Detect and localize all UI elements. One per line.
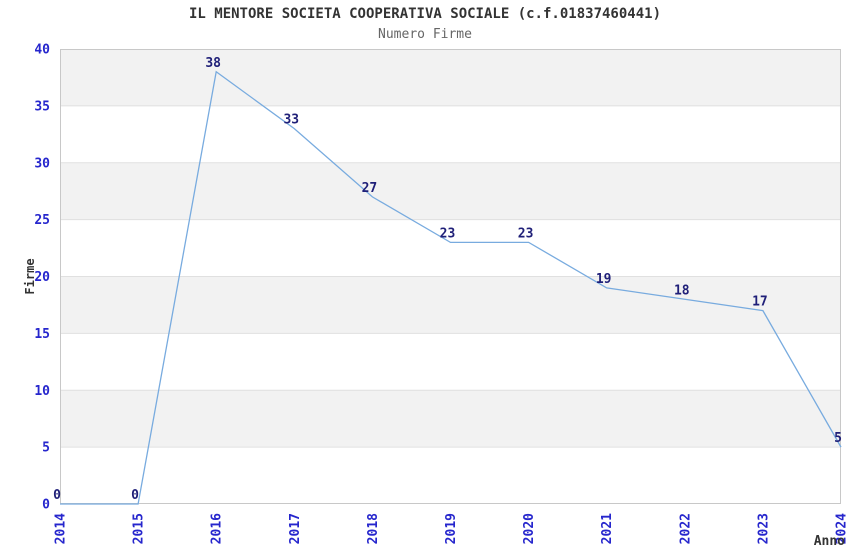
series-group: 0 0 38 33 27 23 23 19 18 17 5 [53,56,842,505]
x-tick-label: 2023 [756,513,771,544]
x-tick-label: 2022 [678,513,693,544]
data-point-label: 38 [205,56,221,71]
y-tick-label: 35 [34,99,50,114]
data-point-label: 5 [834,431,842,446]
x-axis-title: Anno [814,534,845,549]
data-point-label: 17 [752,295,768,310]
data-point-label: 27 [362,181,378,196]
x-tick-label: 2021 [600,513,615,544]
y-tick-label: 15 [34,327,50,342]
x-tick-label: 2017 [288,513,303,544]
x-tick-label: 2019 [444,513,459,544]
y-tick-label: 25 [34,213,50,228]
data-point-label: 0 [53,488,61,503]
data-point-label: 0 [131,488,139,503]
data-point-label: 33 [283,113,299,128]
x-tick-label: 2024 [835,513,850,544]
data-point-label: 23 [440,226,456,241]
grid-band [60,49,841,106]
data-point-label: 19 [596,272,612,287]
y-tick-label: 30 [34,156,50,171]
x-tick-label: 2020 [522,513,537,544]
grid-band [60,390,841,448]
y-tick-label: 20 [34,270,50,285]
series-line [60,70,842,505]
x-tick-label: 2015 [132,513,147,544]
grid-band [60,162,841,220]
x-tick-label: 2018 [366,513,381,544]
x-tick-label: 2016 [210,513,225,544]
grid-band [60,276,841,334]
y-tick-label: 10 [34,384,50,399]
data-point-label: 23 [518,226,534,241]
data-point-label: 18 [674,283,690,298]
y-axis-title: Firme [23,258,37,294]
x-tick-label: 2014 [54,513,69,544]
chart-title: IL MENTORE SOCIETA COOPERATIVA SOCIALE (… [188,6,661,22]
chart-subtitle: Numero Firme [378,27,472,42]
y-tick-label: 5 [42,441,50,456]
y-tick-label: 0 [42,498,50,513]
y-tick-label: 40 [34,43,50,58]
plot-border [60,49,841,504]
